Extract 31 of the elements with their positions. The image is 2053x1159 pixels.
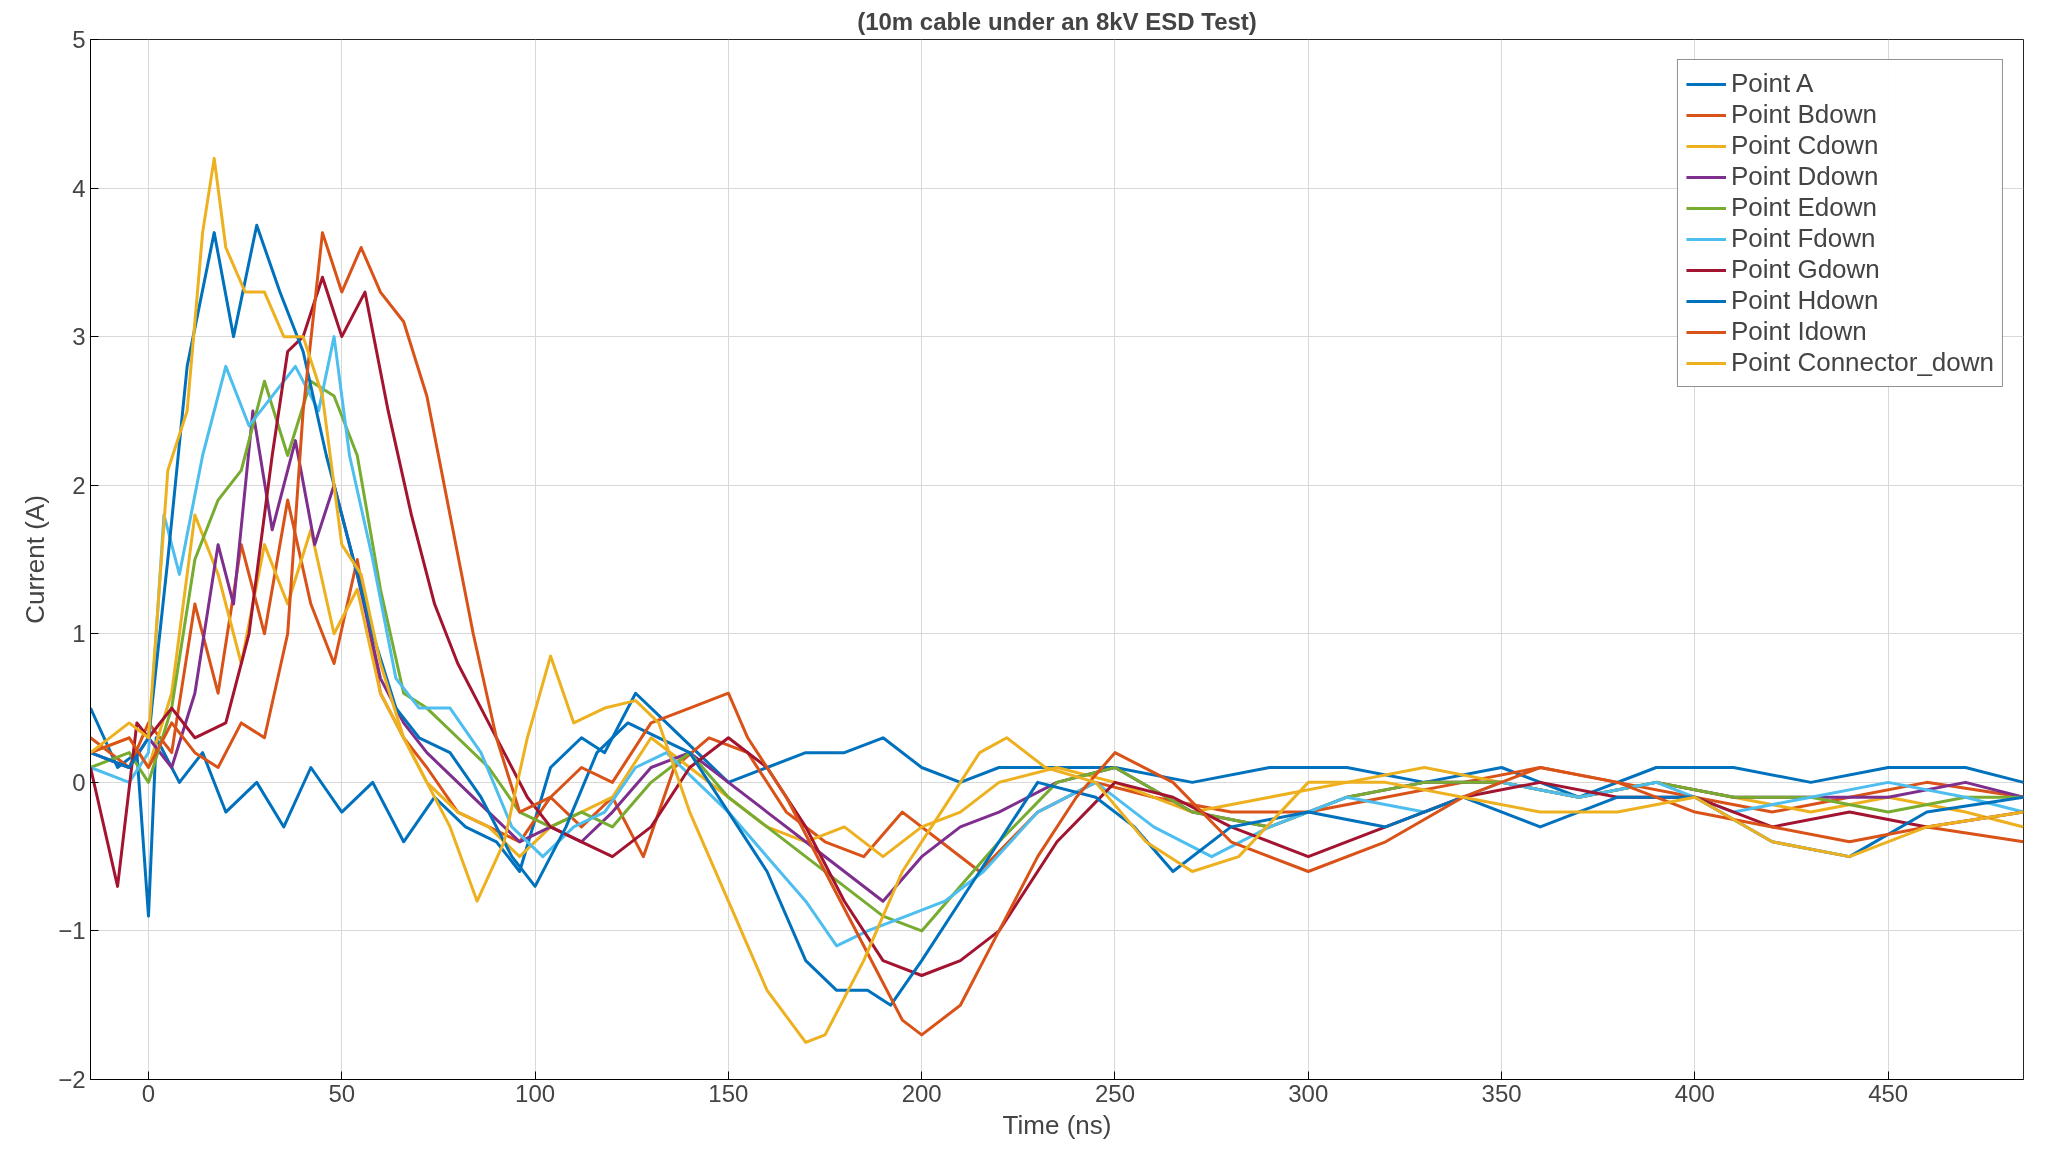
y-axis-title: Current (A) [20, 495, 51, 624]
legend-label: Point Bdown [1730, 99, 1877, 130]
y-tick-label: −2 [58, 1066, 86, 1093]
legend-label: Point Ddown [1730, 161, 1879, 192]
x-tick-label: 450 [1868, 1079, 1909, 1107]
legend-label: Point Connector_down [1730, 347, 1994, 378]
legend-label: Point Idown [1730, 316, 1867, 347]
y-tick-label: 2 [72, 471, 86, 499]
y-tick-label: 1 [72, 620, 86, 648]
x-tick-label: 100 [515, 1079, 556, 1107]
y-tick-label: −1 [58, 917, 86, 945]
legend-label: Point Hdown [1730, 285, 1879, 316]
x-tick-label: 200 [901, 1079, 942, 1107]
x-axis-title: Time (ns) [1002, 1109, 1112, 1140]
x-tick-label: 50 [328, 1079, 356, 1107]
y-tick-label: 5 [72, 26, 86, 53]
legend-label: Point Edown [1730, 192, 1877, 223]
x-tick-label: 350 [1481, 1079, 1522, 1107]
y-tick-label: 4 [72, 174, 86, 202]
legend-label: Point Gdown [1730, 254, 1880, 285]
chart-title: (10m cable under an 8kV ESD Test) [857, 7, 1257, 35]
legend-label: Point Cdown [1730, 130, 1879, 161]
legend-label: Point A [1730, 68, 1814, 99]
x-tick-label: 250 [1094, 1079, 1136, 1107]
y-tick-label: 0 [72, 768, 86, 796]
x-tick-label: 150 [708, 1079, 749, 1107]
x-tick-label: 400 [1674, 1079, 1715, 1107]
legend-label: Point Fdown [1730, 223, 1876, 254]
y-tick-label: 3 [72, 323, 86, 351]
x-tick-label: 300 [1288, 1079, 1329, 1107]
x-tick-label: 0 [141, 1079, 156, 1107]
